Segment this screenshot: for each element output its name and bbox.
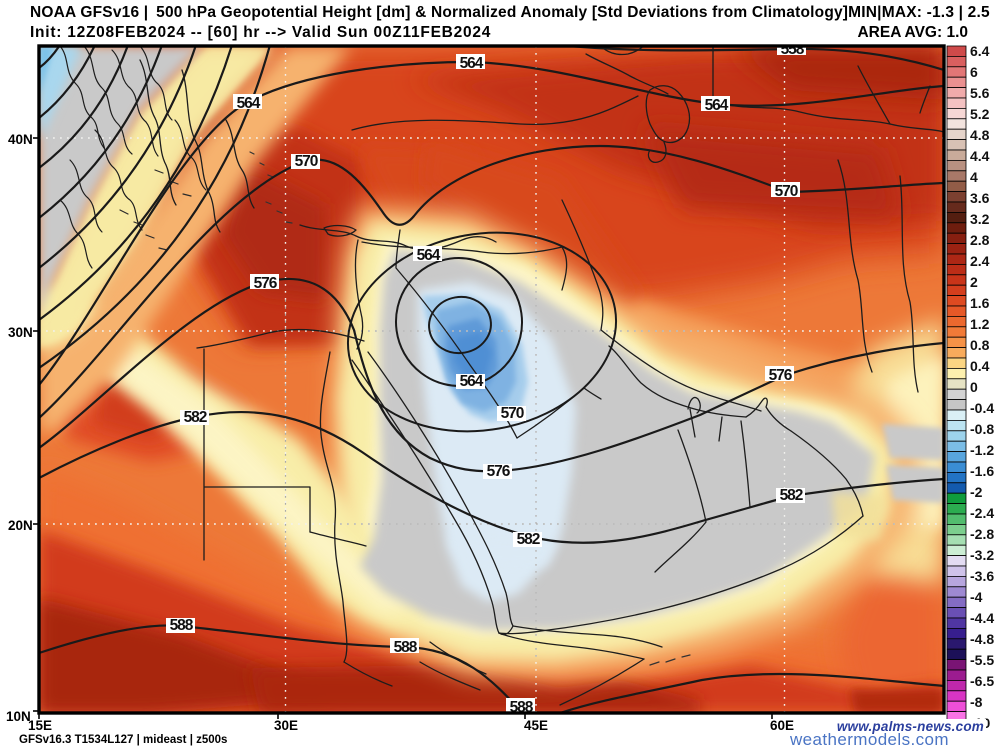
svg-text:-3.6: -3.6 — [970, 568, 994, 584]
svg-text:570: 570 — [775, 183, 798, 200]
svg-text:0: 0 — [970, 379, 978, 395]
svg-text:-1.2: -1.2 — [970, 442, 994, 458]
svg-text:-0.4: -0.4 — [970, 400, 994, 416]
svg-text:564: 564 — [237, 95, 261, 112]
svg-text:-4.4: -4.4 — [970, 610, 994, 626]
svg-text:-5.5: -5.5 — [970, 652, 994, 668]
svg-text:582: 582 — [517, 531, 540, 548]
svg-text:4.4: 4.4 — [970, 148, 990, 164]
svg-text:6.4: 6.4 — [970, 43, 990, 59]
svg-text:5.2: 5.2 — [970, 106, 990, 122]
svg-text:-2.4: -2.4 — [970, 505, 994, 521]
svg-text:3.6: 3.6 — [970, 190, 990, 206]
svg-text:-0.8: -0.8 — [970, 421, 994, 437]
svg-text:564: 564 — [705, 97, 729, 114]
svg-text:0.8: 0.8 — [970, 337, 990, 353]
svg-text:-4: -4 — [970, 589, 983, 605]
svg-text:564: 564 — [460, 55, 484, 72]
svg-text:576: 576 — [769, 367, 793, 384]
svg-text:5.6: 5.6 — [970, 85, 990, 101]
svg-text:588: 588 — [510, 699, 534, 716]
svg-text:558: 558 — [781, 41, 805, 58]
svg-text:-2: -2 — [970, 484, 983, 500]
svg-text:4: 4 — [970, 169, 978, 185]
svg-text:582: 582 — [780, 487, 803, 504]
svg-text:-3.2: -3.2 — [970, 547, 994, 563]
svg-text:588: 588 — [394, 639, 418, 656]
svg-text:1.6: 1.6 — [970, 295, 990, 311]
svg-text:576: 576 — [254, 275, 278, 292]
svg-text:1.2: 1.2 — [970, 316, 990, 332]
svg-text:-8: -8 — [970, 694, 983, 710]
svg-text:2.4: 2.4 — [970, 253, 990, 269]
svg-text:2.8: 2.8 — [970, 232, 990, 248]
svg-text:582: 582 — [184, 409, 207, 426]
svg-text:570: 570 — [501, 405, 524, 422]
svg-text:570: 570 — [295, 153, 318, 170]
svg-text:564: 564 — [460, 373, 484, 390]
svg-text:0.4: 0.4 — [970, 358, 990, 374]
svg-text:4.8: 4.8 — [970, 127, 990, 143]
svg-text:576: 576 — [487, 463, 511, 480]
svg-text:-2.8: -2.8 — [970, 526, 994, 542]
svg-text:588: 588 — [170, 617, 194, 634]
svg-text:2: 2 — [970, 274, 978, 290]
svg-text:-6.5: -6.5 — [970, 673, 994, 689]
svg-text:-4.8: -4.8 — [970, 631, 994, 647]
svg-text:6: 6 — [970, 64, 978, 80]
svg-text:3.2: 3.2 — [970, 211, 990, 227]
svg-text:-1.6: -1.6 — [970, 463, 994, 479]
svg-text:564: 564 — [417, 247, 441, 264]
